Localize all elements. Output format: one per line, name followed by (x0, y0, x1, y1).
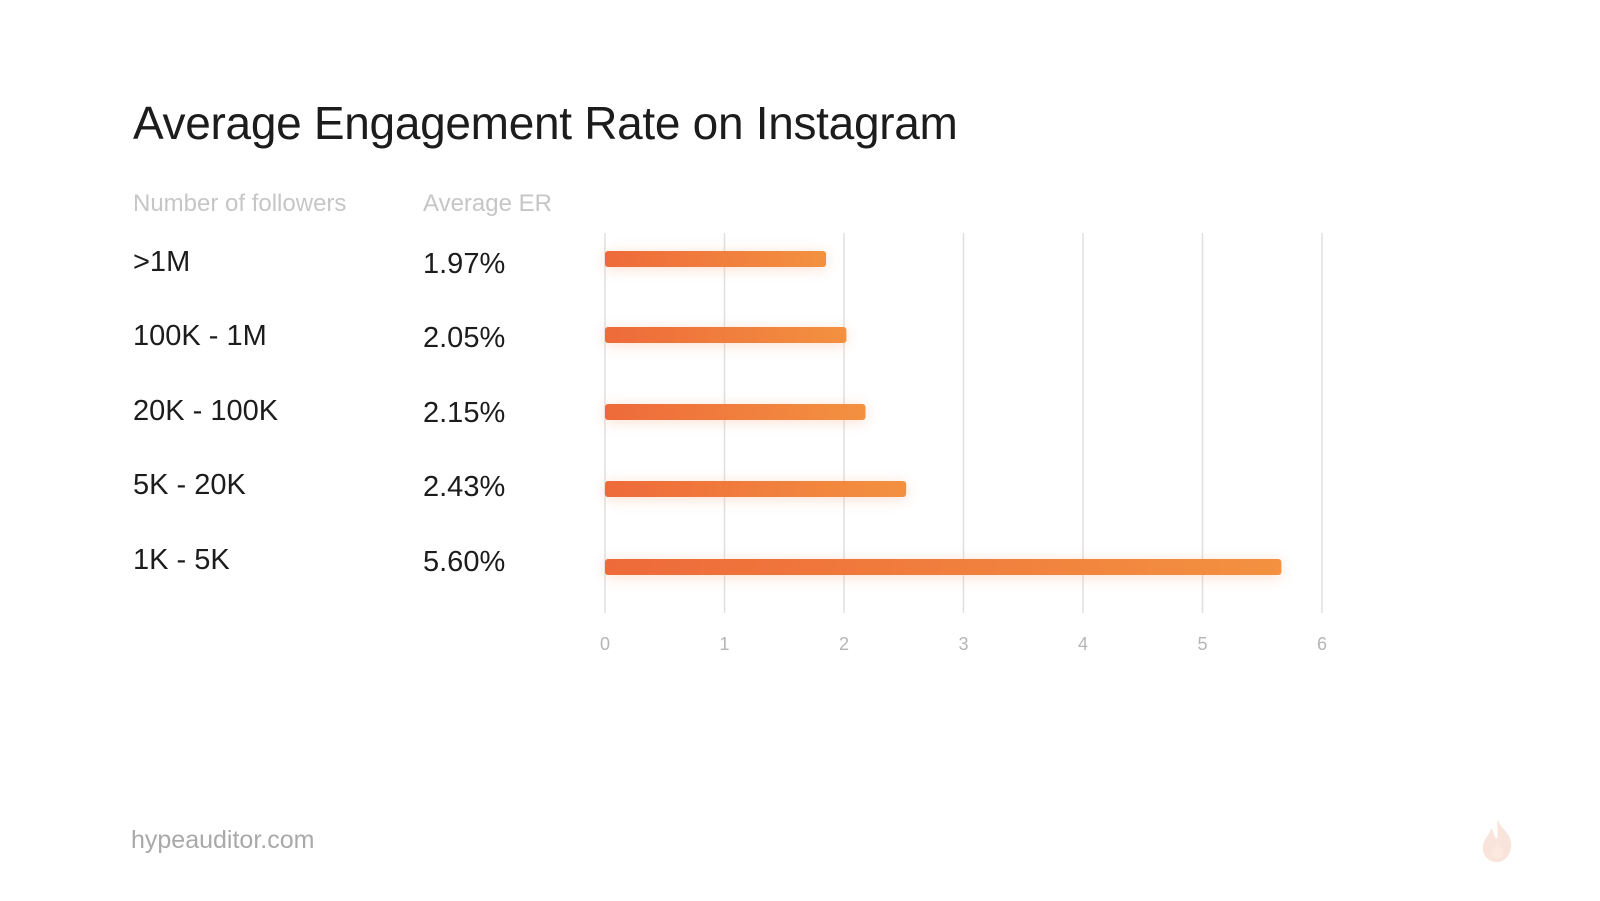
x-tick-label: 6 (1317, 634, 1327, 654)
row-value-1m-plus: 1.97% (423, 248, 506, 280)
row-value-5k-20k: 2.43% (423, 471, 506, 503)
row-value-100k-1m: 2.05% (423, 322, 506, 354)
bar (605, 481, 907, 497)
x-tick-label: 3 (958, 634, 968, 654)
x-tick-label: 1 (719, 634, 729, 654)
bar (605, 251, 827, 267)
flame-icon (1482, 820, 1512, 862)
x-tick-label: 4 (1078, 634, 1088, 654)
row-value-1k-5k: 5.60% (423, 546, 506, 578)
row-label-20k-100k: 20K - 100K (133, 395, 279, 427)
bar (605, 327, 847, 343)
x-tick-label: 2 (839, 634, 849, 654)
row-label-1k-5k: 1K - 5K (133, 544, 230, 576)
row-label-100k-1m: 100K - 1M (133, 320, 267, 352)
row-value-20k-100k: 2.15% (423, 397, 506, 429)
x-tick-label: 0 (600, 634, 610, 654)
bar (605, 559, 1282, 575)
er-column-header: Average ER (423, 190, 552, 217)
chart-title: Average Engagement Rate on Instagram (133, 97, 958, 149)
footer-site-label: hypeauditor.com (131, 826, 315, 854)
row-label-5k-20k: 5K - 20K (133, 469, 246, 501)
bars (605, 251, 1282, 577)
followers-column-header: Number of followers (133, 190, 347, 217)
row-label-1m-plus: >1M (133, 246, 191, 278)
x-axis-ticks: 0 1 2 3 4 5 6 (600, 634, 1327, 654)
x-tick-label: 5 (1197, 634, 1207, 654)
bar (605, 404, 866, 420)
grid-lines (604, 233, 1323, 613)
